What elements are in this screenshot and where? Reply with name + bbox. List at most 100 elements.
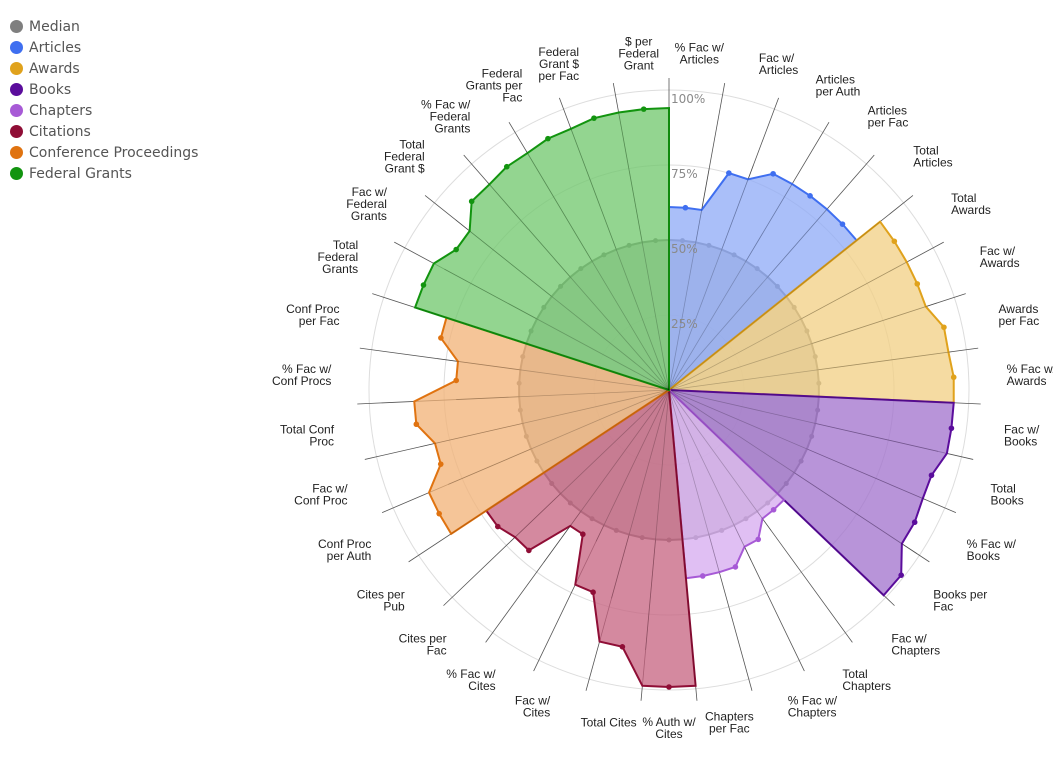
axis-label-line: % Fac w/: [788, 693, 838, 707]
axis-label-line: Conf Proc: [318, 537, 371, 551]
citations-inner-spoke: [510, 389, 670, 542]
legend-item-citations[interactable]: Citations: [10, 121, 198, 142]
legend-dot-icon: [10, 104, 23, 117]
axis-label: Conf Proc per Fac: [286, 302, 339, 328]
axis-label: % Fac w/Articles: [675, 40, 725, 66]
legend-label: Articles: [29, 39, 82, 56]
axis-label-line: % Fac w/: [446, 667, 496, 681]
axis-label: % Fac w/Conf Procs: [272, 362, 332, 388]
axis-label-line: per Fac: [538, 69, 579, 83]
axis-label-line: per Fac: [299, 314, 340, 328]
legend-dot-icon: [10, 125, 23, 138]
legend-dot-icon: [10, 83, 23, 96]
axis-label: Articles per Auth: [816, 72, 861, 98]
federal-grants-inner-spoke: [414, 307, 670, 391]
conference-proceedings-point: [453, 377, 460, 384]
axis-label-line: Fac: [933, 600, 953, 614]
axis-label: Total Books: [990, 481, 1023, 507]
legend-item-articles[interactable]: Articles: [10, 37, 198, 58]
axis-label: Cites per Fac: [399, 632, 447, 658]
chapters-point: [732, 564, 739, 570]
axis-label: Total Federal Grant $: [384, 137, 425, 175]
legend-item-conference-proceedings[interactable]: Conference Proceedings: [10, 142, 198, 163]
axis-label-line: Cites: [655, 727, 682, 741]
axis-label: Articles per Fac: [868, 104, 909, 130]
chapters-series-area: [667, 387, 786, 580]
federal-grants-point: [503, 163, 510, 170]
legend-item-books[interactable]: Books: [10, 79, 198, 100]
axis-label: Chapters per Fac: [705, 710, 754, 736]
federal-grants-point: [420, 282, 427, 288]
axis-label: Total Cites: [581, 716, 637, 730]
axis-label: Total Conf Proc: [280, 422, 335, 448]
legend-item-chapters[interactable]: Chapters: [10, 100, 198, 121]
federal-grants-point: [640, 106, 647, 112]
legend: Median Articles Awards Books Chapters Citatio…: [10, 16, 198, 184]
legend-item-median[interactable]: Median: [10, 16, 198, 37]
axis-label-line: Fac w/: [891, 632, 927, 646]
axis-label-line: Chapters: [788, 705, 837, 719]
conference-proceedings-inner-spoke: [437, 358, 670, 391]
axis-label-line: Cites per: [357, 588, 405, 602]
axis-label-line: Fac: [502, 90, 522, 104]
axis-label: Conf Proc per Auth: [318, 537, 371, 563]
axis-label: Total Federal Grants: [318, 238, 359, 276]
articles-point: [682, 204, 689, 211]
legend-dot-icon: [10, 62, 23, 75]
chapters-inner-spoke: [668, 389, 752, 561]
citations-inner-spoke: [645, 389, 670, 650]
axis-label-line: Grant $: [539, 57, 579, 71]
awards-inner-spoke: [668, 261, 907, 391]
axis-label-line: Total: [990, 481, 1015, 495]
axis-label: Fac w/Conf Proc: [294, 481, 348, 507]
axis-label-line: Conf Proc: [286, 302, 339, 316]
federal-grants-inner-spoke: [569, 125, 670, 391]
ring-label-25: 25%: [671, 317, 698, 331]
axis-label-line: Total Cites: [581, 716, 637, 730]
axis-label-line: per Auth: [327, 549, 372, 563]
axis-label-line: Books: [990, 493, 1023, 507]
axis-label-line: Fac w/: [1004, 422, 1040, 436]
articles-inner-spoke: [668, 183, 793, 391]
axis-label-line: Total: [399, 137, 424, 151]
axis-label: Total Articles: [913, 143, 952, 169]
axis-label: Fac w/Books: [1004, 422, 1040, 448]
axis-label-line: Articles: [868, 104, 907, 118]
legend-item-federal-grants[interactable]: Federal Grants: [10, 163, 198, 184]
axis-label: Federal Grants per Fac: [466, 66, 523, 104]
axis-label: % Fac w/Cites: [446, 667, 496, 693]
axis-label-line: Grants: [434, 122, 470, 136]
axis-label-line: Federal: [430, 110, 471, 124]
axis-label-line: Federal: [482, 66, 523, 80]
axis-label-line: Awards: [999, 302, 1039, 316]
axis-label-line: Grant: [624, 58, 655, 72]
legend-label: Federal Grants: [29, 165, 132, 182]
citations-point: [580, 531, 586, 538]
axis-label: Total Awards: [951, 191, 991, 217]
axis-label-line: Total: [842, 667, 867, 681]
chapters-inner-spoke: [668, 389, 720, 573]
citations-inner-spoke: [543, 389, 670, 563]
articles-point: [770, 170, 776, 177]
axis-label-line: Fac w/: [515, 693, 551, 707]
conference-proceedings-point: [437, 461, 444, 467]
awards-point: [950, 374, 957, 381]
axis-label-line: per Fac: [709, 722, 750, 736]
axis-label-line: Cites per: [399, 632, 447, 646]
federal-grants-inner-spoke: [618, 112, 670, 391]
axis-label-line: Pub: [383, 600, 405, 614]
chapters-point: [770, 506, 777, 513]
axis-label-line: per Auth: [816, 84, 861, 98]
axis-label: Fac w/Cites: [515, 693, 551, 719]
axis-label-line: Books per: [933, 588, 987, 602]
legend-item-awards[interactable]: Awards: [10, 58, 198, 79]
axis-label-line: Chapters: [842, 679, 891, 693]
articles-inner-spoke: [668, 165, 754, 391]
awards-point: [914, 281, 921, 287]
legend-dot-icon: [10, 167, 23, 180]
chapters-inner-spoke: [668, 389, 772, 532]
axis-label-line: Federal: [618, 46, 659, 60]
axis-label-line: Articles: [816, 72, 855, 86]
axis-label-line: Awards: [980, 256, 1020, 270]
